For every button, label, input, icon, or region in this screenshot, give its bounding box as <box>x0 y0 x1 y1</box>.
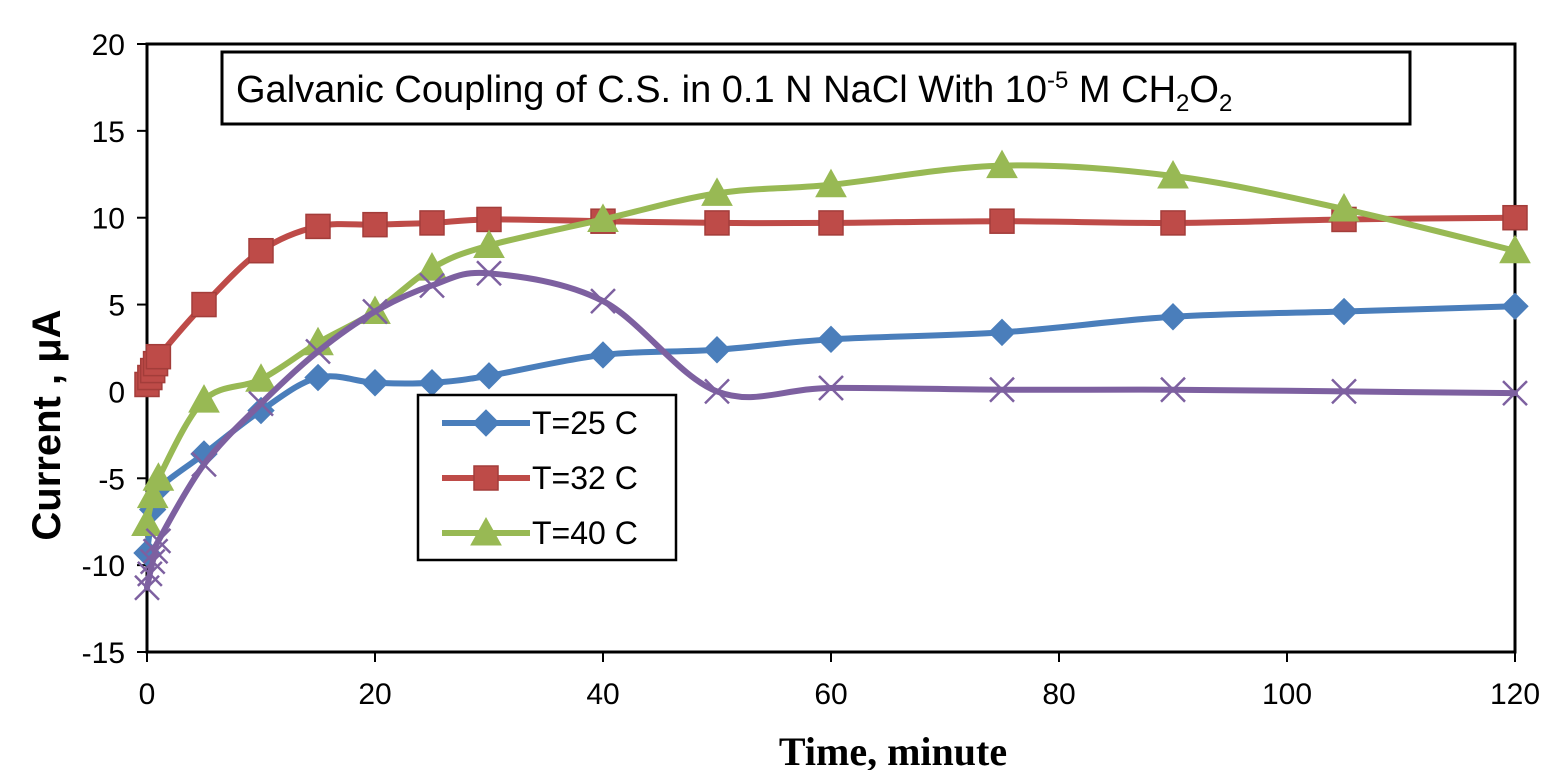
data-point <box>817 325 845 354</box>
data-point <box>416 252 448 281</box>
x-tick-label: 40 <box>586 678 619 711</box>
data-point <box>587 203 619 232</box>
data-point <box>304 363 332 392</box>
data-point <box>1160 210 1186 236</box>
data-point <box>248 237 274 264</box>
data-point <box>362 211 388 238</box>
data-point <box>305 338 331 365</box>
data-point <box>191 291 217 318</box>
data-point <box>362 298 388 325</box>
data-point <box>361 369 389 397</box>
legend-label: T=25 C <box>532 405 638 441</box>
x-tick-label: 60 <box>814 678 847 711</box>
y-tick-label: -5 <box>98 463 125 496</box>
data-point <box>248 390 274 417</box>
x-tick-label: 80 <box>1042 678 1075 711</box>
data-point <box>703 336 731 364</box>
data-point <box>247 396 275 425</box>
series-line <box>144 214 1518 388</box>
title-mid: M CH <box>1068 69 1176 111</box>
data-point <box>188 384 220 413</box>
data-point <box>476 260 502 287</box>
data-point <box>1499 234 1531 264</box>
data-point <box>704 210 730 236</box>
title-box <box>220 50 1412 126</box>
data-point <box>476 206 502 233</box>
data-point <box>1330 297 1358 326</box>
data-point <box>1331 378 1357 405</box>
title-text: Galvanic Coupling of C.S. in 0.1 N NaCl … <box>236 67 1232 117</box>
title-sub1: 2 <box>1176 90 1189 117</box>
y-tick-label: 15 <box>92 116 125 149</box>
legend-item: T=40 C <box>442 515 638 551</box>
title-exponent: -5 <box>1047 67 1068 94</box>
x-tick-label: 100 <box>1262 678 1312 711</box>
data-point <box>1502 380 1528 407</box>
y-tick-label: 20 <box>92 29 125 62</box>
y-tick-label: 5 <box>108 290 125 323</box>
data-point <box>589 341 617 369</box>
data-point <box>473 229 505 259</box>
data-point <box>131 507 163 536</box>
data-point <box>818 375 844 401</box>
data-point <box>191 451 217 478</box>
data-point <box>989 376 1015 403</box>
series-layer <box>131 149 1531 601</box>
data-point <box>1159 303 1187 331</box>
legend-label: T=40 C <box>532 515 638 551</box>
axes: 20 15 10 5 0 -5 -10 -15 0 20 40 60 80 100 120 <box>82 29 1540 711</box>
data-point <box>988 318 1016 347</box>
data-point <box>986 149 1018 179</box>
title-sub2: 2 <box>1219 90 1232 117</box>
data-point <box>989 208 1015 234</box>
legend-item: T=32 C <box>442 460 638 496</box>
data-point <box>1157 159 1189 189</box>
x-tick-label: 120 <box>1490 678 1540 711</box>
data-point <box>1501 292 1529 321</box>
data-point <box>590 288 616 314</box>
y-axis-label: Current , μA <box>25 309 69 540</box>
data-point <box>136 479 169 509</box>
series-2 <box>134 204 1528 398</box>
legend-marker <box>472 409 500 437</box>
data-point <box>701 177 733 206</box>
data-point <box>142 538 169 565</box>
data-point <box>305 213 331 240</box>
data-point <box>1160 376 1186 403</box>
data-point <box>704 378 730 405</box>
legend-marker <box>473 465 499 491</box>
legend-item: T=25 C <box>442 405 638 441</box>
title-main: Galvanic Coupling of C.S. in 0.1 N NaCl … <box>236 69 1047 111</box>
title-o: O <box>1189 69 1219 111</box>
data-point <box>418 369 446 397</box>
x-tick-label: 0 <box>139 678 156 711</box>
legend: T=25 C T=32 C T=40 C <box>416 393 678 562</box>
data-point <box>419 210 445 236</box>
data-point <box>145 343 172 370</box>
series-line <box>144 269 1518 591</box>
y-tick-label: -10 <box>82 550 125 583</box>
x-axis-label: Time, minute <box>779 729 1007 770</box>
data-point <box>1328 192 1360 222</box>
legend-marker <box>470 516 502 546</box>
data-point <box>475 362 503 390</box>
data-point <box>142 462 175 491</box>
x-tick-label: 20 <box>358 678 391 711</box>
y-tick-label: 10 <box>92 203 125 236</box>
y-tick-label: -15 <box>82 637 125 670</box>
data-point <box>815 168 847 198</box>
data-point <box>145 527 172 554</box>
data-point <box>1502 204 1528 231</box>
data-point <box>419 272 445 299</box>
series-3 <box>131 149 1531 536</box>
legend-label: T=32 C <box>532 460 638 496</box>
chart-title: Galvanic Coupling of C.S. in 0.1 N NaCl … <box>220 50 1412 126</box>
y-tick-label: 0 <box>108 376 125 409</box>
data-point <box>818 210 844 236</box>
data-point <box>245 363 277 392</box>
data-point <box>139 548 166 575</box>
series-4 <box>134 260 1528 601</box>
